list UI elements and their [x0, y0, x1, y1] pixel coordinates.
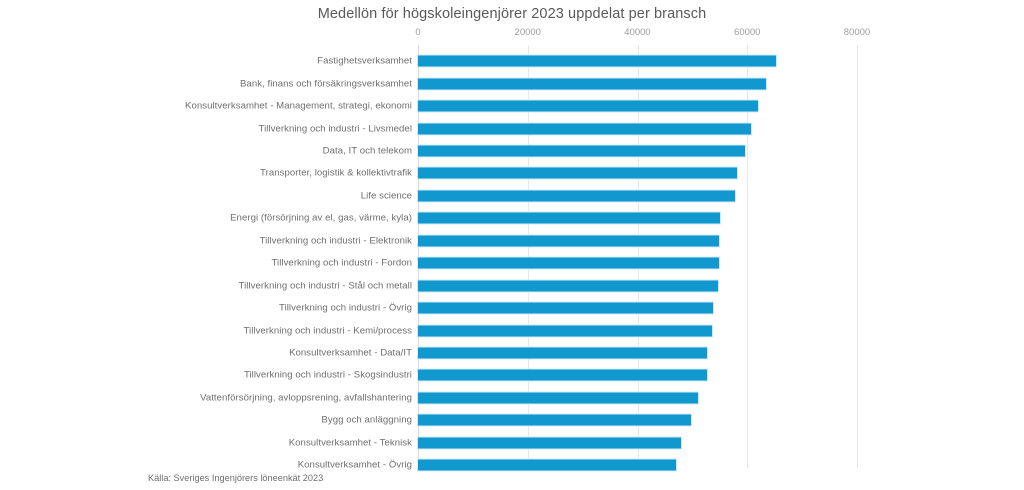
bar-row: Konsultverksamhet - Data/IT — [0, 342, 1024, 364]
x-tick-label: 80000 — [843, 27, 871, 38]
chart-title: Medellön för högskoleingenjörer 2023 upp… — [317, 6, 707, 22]
category-label: Tillverkning och industri - Övrig — [279, 302, 412, 314]
category-label: Tillverkning och industri - Skogsindustr… — [243, 369, 412, 381]
category-label: Transporter, logistik & kollektivtrafik — [260, 167, 412, 179]
category-label: Energi (försörjning av el, gas, värme, k… — [230, 212, 412, 224]
category-label: Tillverkning och industri - Stål och met… — [238, 280, 412, 292]
category-label: Konsultverksamhet - Övrig — [297, 459, 412, 471]
category-label: Life science — [360, 190, 412, 202]
bar-row: Tillverkning och industri - Elektronik — [0, 230, 1024, 252]
category-label: Fastighetsverksamhet — [317, 55, 412, 67]
bar — [418, 369, 707, 381]
bar — [418, 325, 713, 337]
bar-row: Energi (försörjning av el, gas, värme, k… — [0, 207, 1024, 229]
category-label: Konsultverksamhet - Management, strategi… — [185, 100, 412, 112]
category-label: Tillverkning och industri - Kemi/process — [243, 325, 412, 337]
bar — [418, 145, 746, 157]
bar — [418, 123, 752, 135]
x-tick-label: 0 — [415, 27, 421, 38]
bar-row: Life science — [0, 185, 1024, 207]
bar-row: Konsultverksamhet - Övrig — [0, 454, 1024, 476]
bar — [418, 190, 735, 202]
bar — [418, 78, 766, 90]
x-tick-label: 60000 — [734, 27, 761, 38]
bar-row: Konsultverksamhet - Management, strategi… — [0, 95, 1024, 117]
bar-row: Bygg och anläggning — [0, 409, 1024, 431]
category-label: Bygg och anläggning — [321, 414, 412, 426]
bar — [418, 302, 713, 314]
bar-row: Transporter, logistik & kollektivtrafik — [0, 162, 1024, 184]
bar — [418, 100, 758, 112]
bar-row: Tillverkning och industri - Övrig — [0, 297, 1024, 319]
gridline — [747, 45, 749, 468]
bar — [418, 459, 676, 471]
x-tick-label: 20000 — [514, 27, 541, 38]
category-label: Tillverkning och industri - Livsmedel — [258, 123, 412, 135]
bar — [418, 257, 719, 269]
gridline — [637, 45, 639, 468]
bar-row: Tillverkning och industri - Livsmedel — [0, 117, 1024, 139]
bar-row: Tillverkning och industri - Stål och met… — [0, 275, 1024, 297]
bar-row: Tillverkning och industri - Skogsindustr… — [0, 364, 1024, 386]
bar-row: Data, IT och telekom — [0, 140, 1024, 162]
source-note: Källa: Sveriges Ingenjörers löneenkät 20… — [148, 473, 324, 483]
bar — [418, 55, 776, 67]
axis-zero-line — [418, 45, 419, 468]
bar — [418, 414, 691, 426]
bar — [418, 347, 708, 359]
category-label: Konsultverksamhet - Data/IT — [289, 347, 412, 359]
category-label: Tillverkning och industri - Elektronik — [259, 235, 412, 247]
category-label: Vattenförsörjning, avloppsrening, avfall… — [200, 392, 412, 404]
category-label: Konsultverksamhet - Teknisk — [288, 437, 412, 449]
bar-row: Konsultverksamhet - Teknisk — [0, 432, 1024, 454]
bar-row: Bank, finans och försäkringsverksamhet — [0, 72, 1024, 94]
bar-row: Tillverkning och industri - Fordon — [0, 252, 1024, 274]
bar-row: Vattenförsörjning, avloppsrening, avfall… — [0, 387, 1024, 409]
gridline — [857, 45, 858, 468]
category-label: Bank, finans och försäkringsverksamhet — [239, 78, 412, 90]
bar — [418, 212, 720, 224]
category-label: Data, IT och telekom — [322, 145, 412, 157]
bar — [418, 392, 698, 404]
x-tick-label: 40000 — [624, 27, 651, 38]
bar — [418, 280, 719, 292]
gridline — [527, 45, 529, 468]
category-label: Tillverkning och industri - Fordon — [271, 257, 412, 269]
bar — [418, 437, 681, 449]
bar-row: Fastighetsverksamhet — [0, 50, 1024, 72]
bar-row: Tillverkning och industri - Kemi/process — [0, 319, 1024, 341]
plot-area: 0 20000 40000 60000 80000 — [415, 27, 870, 468]
bar — [418, 235, 720, 247]
bar — [418, 167, 737, 179]
